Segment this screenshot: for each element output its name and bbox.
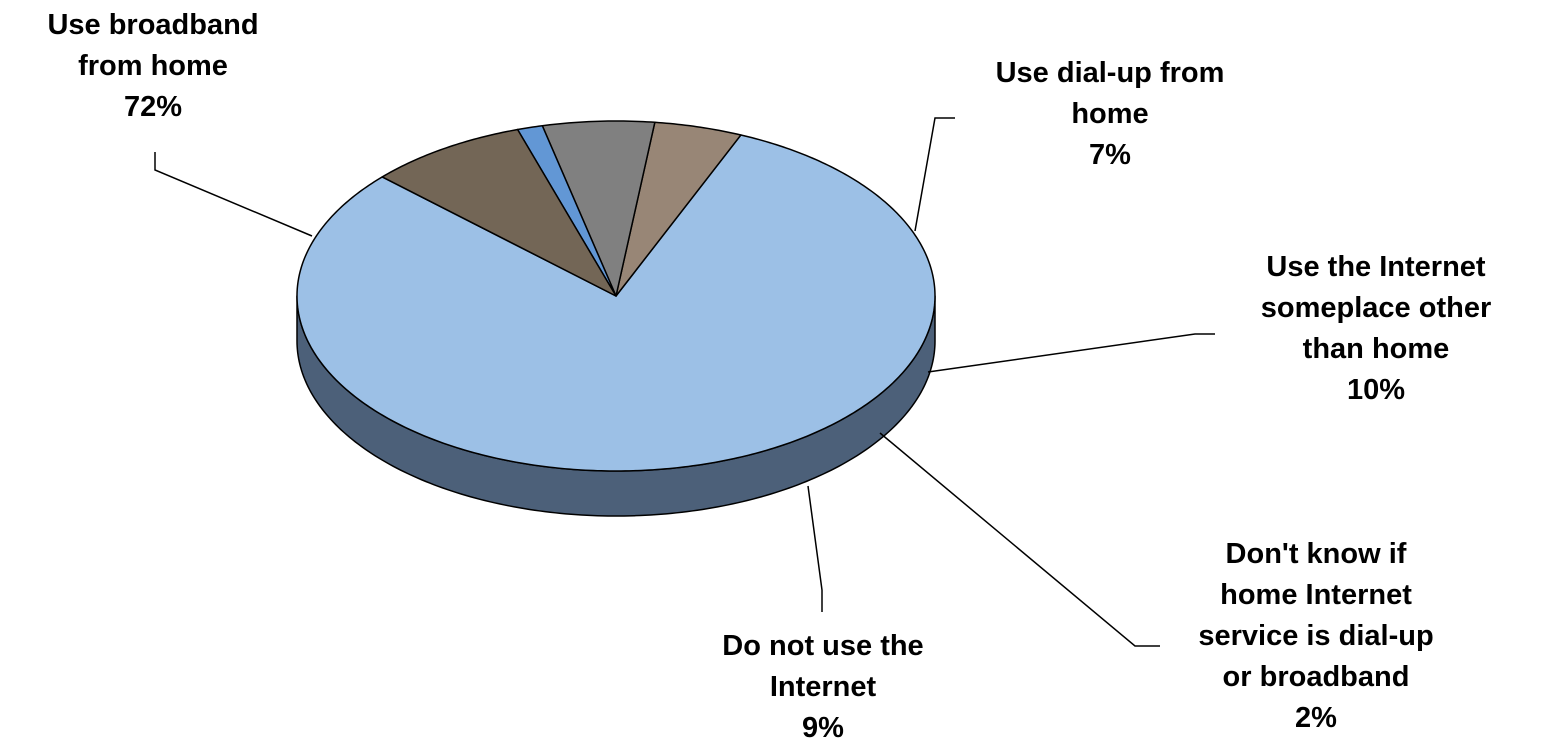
slice-broadband: [296, 134, 936, 472]
label-dialup-line-2: home: [1071, 98, 1149, 130]
label-dontknow: Don't know if home Internet service is d…: [1198, 534, 1433, 739]
label-nonuser-value: 9%: [802, 712, 844, 744]
leader-lines: [154, 117, 1215, 647]
leader-dontknow: [879, 432, 1160, 647]
label-elsewhere: Use the Internet someplace other than ho…: [1261, 247, 1491, 411]
label-broadband-line-2: from home: [78, 50, 228, 82]
pie-slices: [296, 120, 936, 472]
label-elsewhere-line-3: than home: [1302, 333, 1450, 365]
label-elsewhere-line-2: someplace other: [1260, 292, 1492, 324]
label-nonuser-line-1: Do not use the: [722, 630, 924, 662]
leader-elsewhere: [927, 333, 1215, 373]
label-elsewhere-line-1: Use the Internet: [1266, 251, 1486, 283]
label-broadband-value: 72%: [123, 91, 183, 123]
label-dialup-value: 7%: [1089, 139, 1131, 171]
label-dontknow-line-3: service is dial-up: [1198, 620, 1434, 652]
label-dontknow-line-2: home Internet: [1220, 579, 1412, 611]
leader-broadband: [154, 152, 313, 237]
leader-nonuser: [807, 485, 823, 612]
slice-elsewhere: [541, 120, 656, 297]
label-dontknow-line-4: or broadband: [1222, 661, 1410, 693]
label-broadband: Use broadband from home 72%: [47, 5, 258, 128]
label-dontknow-line-1: Don't know if: [1225, 538, 1407, 570]
leader-dialup: [914, 117, 955, 232]
label-dialup-line-1: Use dial-up from: [995, 57, 1225, 89]
label-dialup: Use dial-up from home 7%: [996, 53, 1225, 176]
slice-nonuser: [381, 128, 617, 297]
label-dontknow-value: 2%: [1295, 702, 1337, 734]
label-nonuser: Do not use the Internet 9%: [722, 626, 923, 749]
label-nonuser-line-2: Internet: [769, 671, 877, 703]
slice-dialup: [615, 121, 742, 297]
label-elsewhere-value: 10%: [1346, 374, 1406, 406]
label-broadband-line-1: Use broadband: [47, 9, 259, 41]
